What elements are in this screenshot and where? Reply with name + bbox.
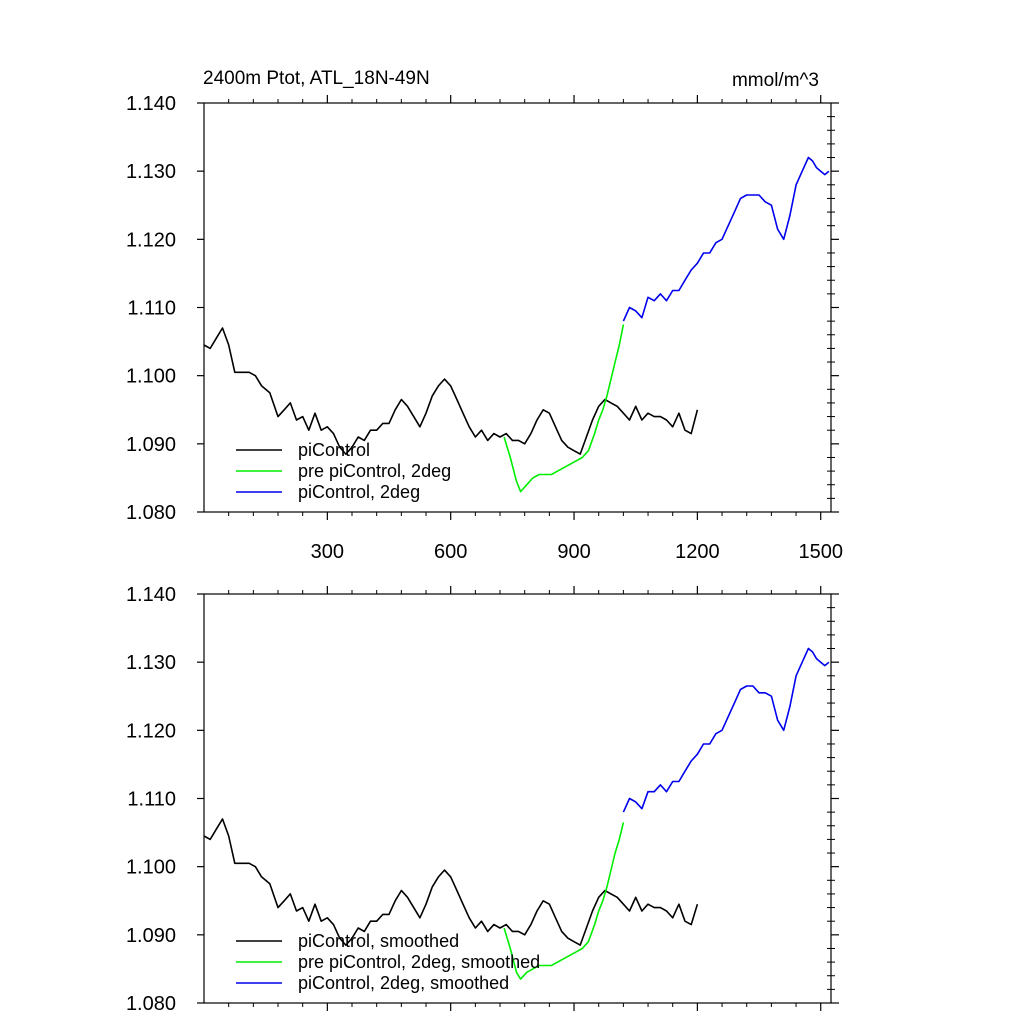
legend-label: piControl, smoothed (298, 931, 459, 951)
y-tick-label: 1.140 (126, 584, 176, 606)
bottom-panel: 1.080 1.090 1.100 1.110 1.120 1.130 1.140 piCo… (126, 584, 839, 1015)
legend-label: piControl, 2deg (298, 482, 420, 502)
y-tick-label: 1.140 (126, 93, 176, 115)
series-line-2 (503, 324, 625, 493)
legend-label: pre piControl, 2deg, smoothed (298, 952, 540, 972)
series-line-3 (622, 156, 830, 322)
series-line-1 (203, 327, 699, 455)
y-tick-label: 1.100 (126, 366, 176, 388)
series-line-1 (203, 818, 699, 946)
y-tick-label: 1.110 (127, 298, 176, 320)
x-axis: 300 600 900 1200 1500 (228, 95, 843, 563)
top-panel: 2400m Ptot, ATL_18N-49N mmol/m^3 1.0801.… (126, 68, 843, 563)
y-tick-label: 1.100 (126, 857, 176, 879)
y-tick-label: 1.120 (126, 720, 176, 742)
legend-label: piControl (298, 440, 370, 460)
y-tick-label: 1.080 (126, 502, 176, 524)
y-axis: 1.080 1.090 1.100 1.110 1.120 1.130 1.140 (126, 93, 839, 524)
y-tick-label: 1.090 (126, 434, 176, 456)
x-axis (228, 586, 822, 1011)
y-tick-label: 1.110 (127, 789, 176, 811)
y-tick-label: 1.090 (126, 925, 176, 947)
units-label: mmol/m^3 (732, 70, 819, 91)
series-line-3 (622, 647, 830, 813)
y-tick-label: 1.120 (126, 229, 176, 251)
series-layer (203, 156, 830, 493)
series-line-2 (503, 822, 625, 980)
chart-title: 2400m Ptot, ATL_18N-49N (203, 68, 430, 89)
y-tick-label: 1.080 (126, 993, 176, 1015)
x-tick-label: 1200 (675, 541, 720, 563)
legend-label: pre piControl, 2deg (298, 461, 451, 481)
y-tick-label: 1.130 (126, 652, 176, 674)
x-tick-label: 600 (434, 541, 467, 563)
series-layer (203, 647, 830, 980)
y-axis: 1.080 1.090 1.100 1.110 1.120 1.130 1.140 (126, 584, 839, 1015)
x-tick-label: 1500 (798, 541, 843, 563)
x-tick-label: 300 (311, 541, 344, 563)
y-tick-label: 1.130 (126, 161, 176, 183)
x-tick-label: 900 (557, 541, 590, 563)
legend-label: piControl, 2deg, smoothed (298, 973, 509, 993)
